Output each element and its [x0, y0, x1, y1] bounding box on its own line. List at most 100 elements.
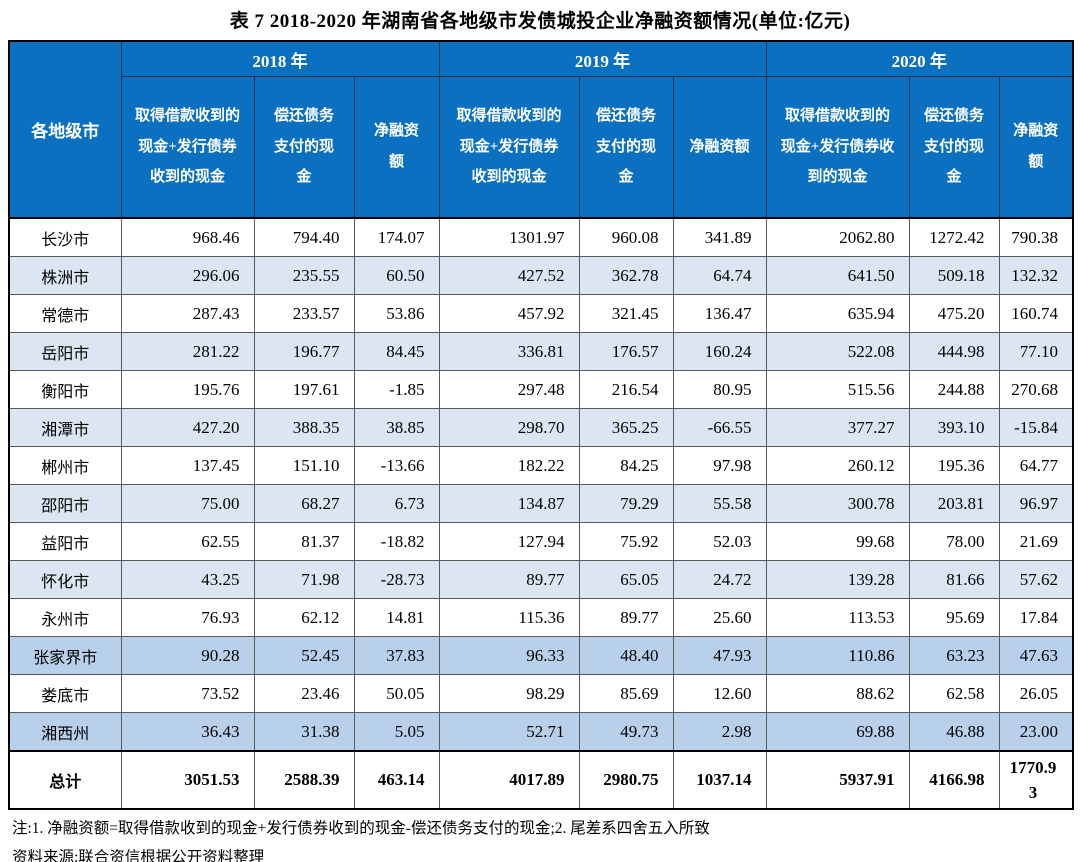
value-cell: 85.69	[578, 674, 674, 713]
subheader-2020-debt-repaid: 偿还债务支付的现金	[908, 76, 1000, 219]
value-cell: 132.32	[998, 256, 1074, 295]
value-cell: 244.88	[908, 370, 1000, 409]
value-cell: 36.43	[120, 712, 255, 752]
value-cell: 80.95	[672, 370, 767, 409]
value-cell: 52.45	[253, 636, 355, 675]
value-cell: 64.77	[998, 446, 1074, 485]
value-cell: 794.40	[253, 217, 355, 257]
value-cell: 115.36	[438, 598, 580, 637]
table-row: 湘西州 36.43 31.38 5.05 52.71 49.73 2.98 69.88 46.8…	[8, 712, 1074, 752]
value-cell: 160.74	[998, 294, 1074, 333]
value-cell: 444.98	[908, 332, 1000, 371]
value-cell: 3051.53	[120, 750, 255, 810]
value-cell: 195.36	[908, 446, 1000, 485]
value-cell: 182.22	[438, 446, 580, 485]
year-header-row: 各地级市 2018 年 2019 年 2020 年	[8, 40, 1074, 219]
value-cell: 515.56	[765, 370, 910, 409]
value-cell: 1272.42	[908, 217, 1000, 257]
value-cell: 281.22	[120, 332, 255, 371]
city-name-cell: 永州市	[8, 598, 122, 637]
value-cell: 2062.80	[765, 217, 910, 257]
value-cell: 270.68	[998, 370, 1074, 409]
value-cell: -13.66	[353, 446, 440, 485]
value-cell: 21.69	[998, 522, 1074, 561]
value-cell: 2980.75	[578, 750, 674, 810]
value-cell: 57.62	[998, 560, 1074, 599]
value-cell: 2.98	[672, 712, 767, 752]
table-row: 永州市 76.93 62.12 14.81 115.36 89.77 25.60 113.53…	[8, 598, 1074, 637]
value-cell: 522.08	[765, 332, 910, 371]
value-cell: 509.18	[908, 256, 1000, 295]
value-cell: 96.97	[998, 484, 1074, 523]
subheader-row: 取得借款收到的现金+发行债券收到的现金 偿还债务支付的现金 净融资额 取得借款收…	[9, 76, 1074, 219]
value-cell: 5937.91	[765, 750, 910, 810]
value-cell: 296.06	[120, 256, 255, 295]
city-name-cell: 邵阳市	[8, 484, 122, 523]
value-cell: 110.86	[765, 636, 910, 675]
value-cell: 136.47	[672, 294, 767, 333]
city-name-cell: 株洲市	[8, 256, 122, 295]
table-notes: 注:1. 净融资额=取得借款收到的现金+发行债券收到的现金-偿还债务支付的现金;…	[12, 815, 1080, 862]
value-cell: 960.08	[578, 217, 674, 257]
table-row: 张家界市 90.28 52.45 37.83 96.33 48.40 47.93 110.86…	[8, 636, 1074, 675]
city-name-cell: 郴州市	[8, 446, 122, 485]
value-cell: -28.73	[353, 560, 440, 599]
value-cell: 635.94	[765, 294, 910, 333]
value-cell: 90.28	[120, 636, 255, 675]
table-row: 常德市 287.43 233.57 53.86 457.92 321.45 136.47 63…	[8, 294, 1074, 333]
subheader-2019-debt-repaid: 偿还债务支付的现金	[578, 76, 674, 219]
value-cell: 81.66	[908, 560, 1000, 599]
subheader-2018-net-financing: 净融资额	[353, 76, 440, 219]
city-name-cell: 岳阳市	[8, 332, 122, 371]
value-cell: 97.98	[672, 446, 767, 485]
source-line: 资料来源:联合资信根据公开资料整理	[12, 848, 265, 862]
net-financing-table: 各地级市 2018 年 2019 年 2020 年 取得借款收到的现金+发行债券…	[8, 40, 1075, 810]
value-cell: -66.55	[672, 408, 767, 447]
value-cell: 76.93	[120, 598, 255, 637]
value-cell: 195.76	[120, 370, 255, 409]
value-cell: 151.10	[253, 446, 355, 485]
value-cell: -15.84	[998, 408, 1074, 447]
value-cell: 134.87	[438, 484, 580, 523]
note-line: 注:1. 净融资额=取得借款收到的现金+发行债券收到的现金-偿还债务支付的现金;…	[12, 820, 710, 837]
value-cell: 64.74	[672, 256, 767, 295]
value-cell: 1770.93	[998, 750, 1074, 810]
value-cell: 6.73	[353, 484, 440, 523]
value-cell: 62.12	[253, 598, 355, 637]
value-cell: 37.83	[353, 636, 440, 675]
value-cell: 89.77	[578, 598, 674, 637]
year-header-2018: 2018 年	[120, 40, 440, 77]
value-cell: 53.86	[353, 294, 440, 333]
subheader-2018-debt-repaid: 偿还债务支付的现金	[253, 76, 355, 219]
value-cell: 968.46	[120, 217, 255, 257]
year-header-2019: 2019 年	[438, 40, 767, 77]
value-cell: 71.98	[253, 560, 355, 599]
subheader-2020-net-financing: 净融资额	[998, 76, 1074, 219]
value-cell: 427.52	[438, 256, 580, 295]
city-name-cell: 长沙市	[8, 217, 122, 257]
value-cell: 260.12	[765, 446, 910, 485]
value-cell: 60.50	[353, 256, 440, 295]
subheader-2019-cash-received: 取得借款收到的现金+发行债券收到的现金	[438, 76, 580, 219]
page-title: 表 7 2018-2020 年湖南省各地级市发债城投企业净融资额情况(单位:亿元…	[229, 11, 851, 32]
value-cell: 5.05	[353, 712, 440, 752]
value-cell: 75.00	[120, 484, 255, 523]
value-cell: 4017.89	[438, 750, 580, 810]
value-cell: 2588.39	[253, 750, 355, 810]
value-cell: 1301.97	[438, 217, 580, 257]
value-cell: 197.61	[253, 370, 355, 409]
value-cell: 23.00	[998, 712, 1074, 752]
value-cell: 88.62	[765, 674, 910, 713]
table-row: 邵阳市 75.00 68.27 6.73 134.87 79.29 55.58 300.78 2…	[8, 484, 1074, 523]
value-cell: 77.10	[998, 332, 1074, 371]
city-name-cell: 湘西州	[8, 712, 122, 752]
value-cell: 25.60	[672, 598, 767, 637]
value-cell: 31.38	[253, 712, 355, 752]
value-cell: 43.25	[120, 560, 255, 599]
value-cell: 65.05	[578, 560, 674, 599]
table-row: 郴州市 137.45 151.10 -13.66 182.22 84.25 97.98 260…	[8, 446, 1074, 485]
table-row: 长沙市 968.46 794.40 174.07 1301.97 960.08 341.89…	[8, 217, 1074, 257]
value-cell: 17.84	[998, 598, 1074, 637]
value-cell: 69.88	[765, 712, 910, 752]
value-cell: -18.82	[353, 522, 440, 561]
